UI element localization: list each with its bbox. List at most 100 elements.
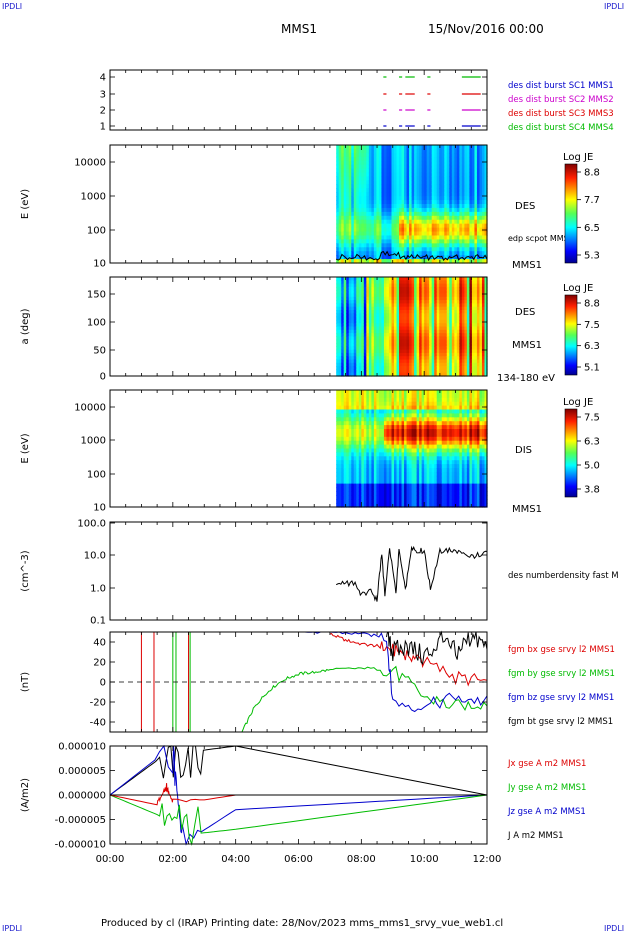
des-pitch-cell: [381, 313, 385, 318]
des-pitch-cell: [434, 303, 438, 308]
dis-energy-cell: [368, 468, 372, 473]
des-pitch-cell: [446, 316, 450, 321]
des-energy-cell: [343, 235, 347, 240]
dis-energy-cell: [388, 436, 393, 442]
des-pitch-cell: [366, 349, 370, 354]
des-pitch-cell: [414, 290, 418, 295]
dis-energy-cell: [353, 421, 357, 426]
dis-energy-cell: [421, 448, 425, 453]
des-energy-cell: [464, 168, 468, 174]
des-energy-cell: [346, 219, 350, 225]
dis-energy-cell: [441, 417, 445, 422]
dis-energy-cell: [399, 475, 403, 481]
dis-energy-cell: [401, 503, 405, 508]
des-energy-cell: [371, 160, 375, 166]
des-energy-cell: [373, 148, 378, 154]
des-energy-cell: [424, 156, 428, 162]
des-energy-cell: [409, 247, 413, 252]
des-pitch-cell: [406, 319, 410, 324]
dis-energy-cell: [373, 448, 378, 453]
dis-energy-cell: [391, 409, 395, 414]
des-energy-cell: [479, 156, 483, 162]
des-pitch-cell: [421, 290, 425, 295]
des-pitch-cell: [456, 333, 460, 337]
des-pitch-cell: [391, 356, 395, 361]
des-energy-cell: [449, 200, 453, 205]
des-energy-cell: [394, 176, 398, 181]
des-energy-cell: [459, 180, 463, 185]
des-pitch-cell: [356, 310, 360, 314]
des-pitch-cell: [338, 362, 342, 367]
des-energy-cell: [376, 251, 380, 256]
des-pitch-cell: [353, 286, 357, 291]
dis-energy-cell: [336, 452, 340, 457]
des-pitch-cell: [464, 303, 468, 308]
dis-energy-cell: [346, 393, 350, 399]
des-pitch-cell: [348, 293, 352, 298]
des-pitch-cell: [464, 326, 468, 331]
des-energy-cell: [356, 227, 360, 233]
dis-energy-cell: [391, 495, 395, 500]
des-energy-cell: [388, 207, 393, 213]
dis-energy-cell: [399, 421, 403, 426]
des-energy-cell: [451, 148, 455, 154]
des-energy-cell: [481, 207, 486, 213]
des-energy-cell: [429, 259, 433, 264]
des-pitch-cell: [466, 283, 471, 288]
des-energy-cell: [401, 148, 405, 154]
des-energy-cell: [421, 223, 425, 229]
des-pitch-cell: [479, 326, 483, 331]
dis-energy-cell: [361, 503, 365, 508]
des-pitch-cell: [336, 333, 340, 337]
des-pitch-cell: [481, 283, 486, 288]
dis-energy-cell: [414, 425, 418, 430]
des-energy-cell: [466, 235, 471, 240]
des-energy-cell: [476, 145, 481, 150]
des-pitch-cell: [356, 352, 360, 357]
des-pitch-cell: [396, 310, 400, 314]
dis-energy-cell: [358, 409, 362, 414]
des-energy-cell: [348, 192, 352, 197]
des-energy-cell: [373, 168, 378, 174]
des-pitch-cell: [471, 352, 476, 357]
des-energy-cell: [451, 259, 455, 264]
des-energy-cell: [431, 200, 435, 205]
des-pitch-cell: [411, 359, 415, 364]
des-energy-cell: [356, 259, 360, 264]
dis-energy-cell: [419, 471, 423, 477]
des-pitch-cell: [396, 333, 400, 337]
des-pitch-cell: [429, 359, 433, 364]
des-energy-cell: [376, 243, 380, 248]
des-pitch-cell: [376, 283, 380, 288]
des-energy-cell: [346, 251, 350, 256]
des-pitch-cell: [336, 296, 340, 301]
dis-energy-cell: [348, 397, 352, 403]
des-energy-cell: [484, 235, 488, 240]
dis-energy-cell: [406, 425, 410, 430]
des-pitch-cell: [378, 283, 383, 288]
dis-energy-cell: [449, 448, 453, 453]
dis-energy-cell: [371, 471, 375, 477]
dis-energy-cell: [386, 495, 390, 500]
des-pitch-cell: [361, 336, 365, 341]
des-pitch-cell: [338, 293, 342, 298]
dis-energy-cell: [426, 440, 430, 446]
dis-energy-cell: [394, 471, 398, 477]
des-pitch-cell: [459, 277, 463, 281]
dis-energy-cell: [444, 397, 448, 403]
des-pitch-cell: [406, 346, 410, 351]
des-pitch-cell: [441, 369, 445, 374]
dis-energy-cell: [373, 468, 378, 473]
dis-energy-cell: [441, 487, 445, 492]
des-energy-cell: [404, 156, 408, 162]
des-pitch-cell: [396, 277, 400, 281]
dis-energy-cell: [429, 448, 433, 453]
des-energy-cell: [429, 145, 433, 150]
dis-energy-cell: [429, 413, 433, 418]
dis-energy-cell: [451, 436, 455, 442]
des-pitch-cell: [421, 366, 425, 370]
des-energy-cell: [479, 200, 483, 205]
des-energy-cell: [348, 247, 352, 252]
des-energy-cell: [396, 192, 400, 197]
des-pitch-cell: [464, 369, 468, 374]
